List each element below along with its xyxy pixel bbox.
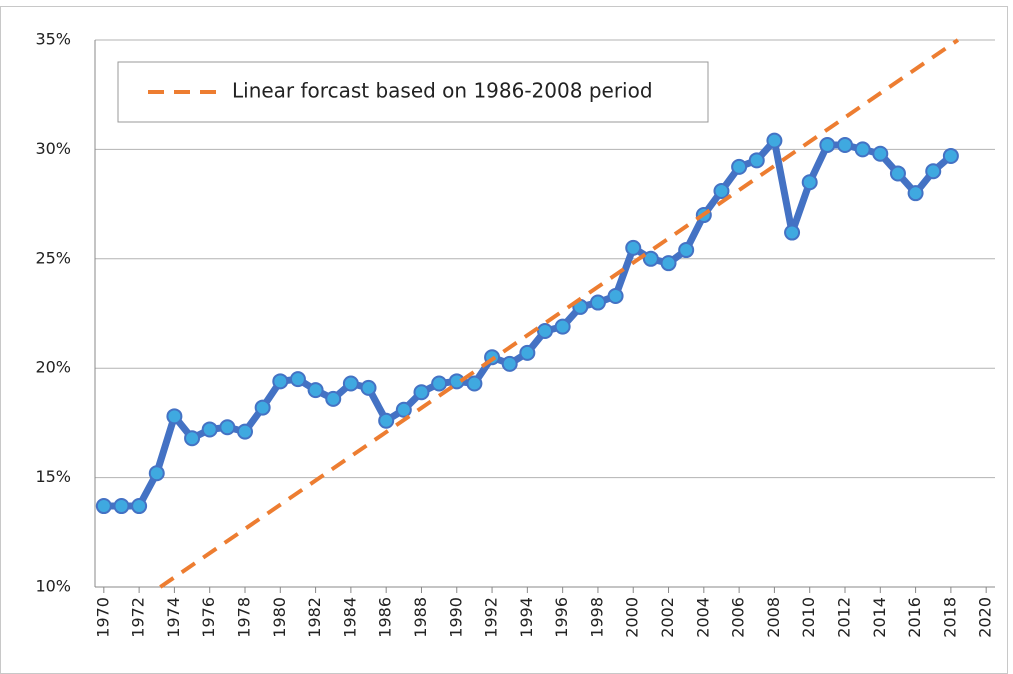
data-point [219,419,236,436]
data-point [448,373,465,390]
data-point [272,373,289,390]
x-tick-label: 2002 [658,597,677,638]
data-point [872,145,889,162]
data-point [554,318,571,335]
series-line [103,137,954,510]
data-point [925,163,942,180]
legend-box [117,61,709,123]
x-tick-label: 2014 [870,597,889,638]
y-tick-label: 20% [35,358,71,377]
x-tick-label: 1992 [482,597,501,638]
data-point [589,294,606,311]
data-point [307,382,324,399]
x-tick-label: 2004 [693,597,712,638]
data-point [607,287,624,304]
x-tick-label: 1998 [587,597,606,638]
data-point [625,239,642,256]
data-point [184,430,201,447]
data-point [519,344,536,361]
x-tick-label: 1984 [340,597,359,638]
data-point [942,147,959,164]
y-tick-label: 15% [35,467,71,486]
y-tick-label: 10% [35,577,71,596]
y-tick-label: 35% [35,30,71,49]
data-point [660,255,677,272]
x-tick-label: 1980 [270,597,289,638]
x-tick-label: 1982 [305,597,324,638]
legend-label: Linear forcast based on 1986-2008 period [232,79,653,103]
x-tick-label: 1996 [552,597,571,638]
data-point [801,174,818,191]
data-point [748,152,765,169]
data-point [113,498,130,515]
x-tick-label: 1986 [376,597,395,638]
x-tick-label: 1990 [446,597,465,638]
x-tick-label: 1994 [517,597,536,638]
data-point [501,355,518,372]
x-tick-label: 1972 [129,597,148,638]
data-point [95,498,112,515]
y-tick-label: 25% [35,248,71,267]
data-point [201,421,218,438]
data-point [237,423,253,440]
data-point [131,498,148,515]
x-tick-label: 2000 [623,597,642,638]
data-point [395,401,412,418]
x-tick-label: 2018 [940,597,959,638]
x-tick-label: 1970 [93,597,112,638]
series-line [159,38,960,589]
data-point [342,375,359,392]
x-tick-label: 1976 [199,597,218,638]
x-tick-label: 1988 [411,597,430,638]
x-tick-label: 2008 [764,597,783,638]
data-point [889,165,906,182]
data-point [431,375,448,392]
data-point [360,379,377,396]
data-point [766,132,783,149]
data-point [166,408,183,425]
x-tick-label: 1974 [164,597,183,638]
data-point [413,384,430,401]
x-tick-label: 1978 [235,597,254,638]
data-point [837,137,853,154]
data-point [907,185,924,202]
data-point [289,371,306,388]
data-point [148,465,165,482]
data-point [254,399,271,416]
x-tick-label: 2020 [976,597,995,638]
data-point [678,242,695,259]
x-tick-label: 2010 [799,597,818,638]
y-tick-label: 30% [35,139,71,158]
x-tick-label: 2016 [905,597,924,638]
data-point [784,224,801,241]
data-point [537,323,553,340]
data-point [466,375,483,392]
data-point [325,390,342,407]
data-point [731,158,748,175]
data-point [854,141,871,158]
data-point [819,137,836,154]
data-point [378,412,395,429]
data-point [642,250,659,267]
x-tick-label: 2006 [729,597,748,638]
x-tick-label: 2012 [835,597,854,638]
data-point [713,182,730,199]
